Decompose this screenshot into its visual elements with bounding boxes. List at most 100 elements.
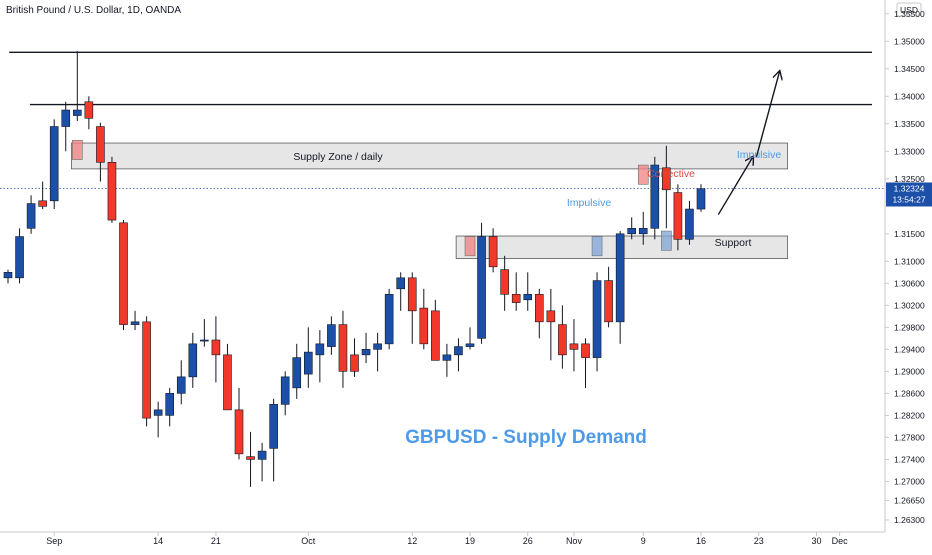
price-tick-label: 1.26650 [894, 496, 925, 506]
candle-body [38, 200, 47, 207]
symbol-title: British Pound / U.S. Dollar, 1D, OANDA [6, 5, 181, 16]
time-tick-label: 9 [641, 536, 646, 546]
bearish-highlight-box [637, 164, 649, 185]
bullish-candle [627, 217, 637, 240]
bullish-candle [153, 401, 163, 438]
price-tick-label: 1.29800 [894, 322, 925, 332]
time-tick-label: 19 [465, 536, 475, 546]
bullish-candle [327, 316, 336, 355]
time-tick-label: 26 [523, 536, 533, 546]
candle-body [604, 280, 613, 323]
bullish-candle [615, 231, 625, 344]
bullish-candle [3, 269, 13, 284]
bearish-candle [211, 316, 221, 383]
candle-body [534, 294, 544, 323]
price-tick-label: 1.35000 [894, 36, 925, 46]
bearish-candle [569, 319, 579, 372]
candle-body [627, 228, 637, 235]
candle-body [234, 409, 244, 455]
bearish-candle [558, 305, 567, 369]
bullish-candle [465, 327, 475, 350]
bullish-candle [638, 211, 648, 245]
bullish-candle [384, 288, 394, 350]
bullish-candle [650, 156, 660, 240]
bearish-candle [662, 145, 671, 229]
candle-body [130, 321, 140, 325]
candle-body [592, 280, 602, 358]
candle-body [523, 294, 533, 301]
bearish-candle [488, 228, 498, 273]
candle-body [246, 456, 255, 460]
projection-arrow [755, 72, 779, 157]
price-tick-label: 1.27000 [894, 476, 925, 486]
bullish-candle [373, 332, 382, 372]
overlays [72, 72, 779, 257]
candles [3, 51, 706, 487]
bearish-candle [84, 96, 94, 130]
bullish-candle [454, 338, 463, 372]
bearish-candle [419, 288, 429, 350]
price-tick-label: 1.31500 [894, 229, 925, 239]
candle-body [396, 277, 406, 290]
support-zone-label: Support [715, 237, 752, 249]
time-tick-label: Nov [566, 536, 583, 546]
candle-body [3, 272, 13, 279]
current-price-badge [886, 182, 932, 207]
candle-body [142, 321, 151, 419]
price-tick-label: 1.30600 [894, 278, 925, 288]
zones [71, 142, 789, 259]
bullish-candle [200, 319, 209, 347]
candle-body [431, 310, 440, 361]
candle-body [280, 376, 290, 405]
bullish-candle [592, 272, 602, 372]
candle-body [500, 269, 509, 295]
price-tick-label: 1.29400 [894, 344, 925, 354]
time-tick-label: 21 [211, 536, 221, 546]
bearish-candle [338, 310, 348, 388]
candle-body [119, 222, 128, 325]
candle-body [165, 393, 174, 416]
candle-body [558, 324, 567, 356]
price-tick-label: 1.34500 [894, 64, 925, 74]
time-tick-label: 16 [696, 536, 706, 546]
impulsive-label-right: Impulsive [737, 149, 782, 161]
bullish-candle [15, 228, 24, 284]
candle-body [650, 164, 660, 229]
bearish-candle [107, 156, 117, 223]
bearish-candle [96, 122, 105, 182]
bullish-candle [165, 387, 174, 427]
price-tick-label: 1.27800 [894, 432, 925, 442]
price-tick-label: 1.34000 [894, 91, 925, 101]
bullish-candle [361, 332, 371, 364]
bullish-candle [477, 222, 486, 344]
bearish-highlight-box [72, 139, 83, 160]
price-tick-label: 1.35500 [894, 9, 925, 19]
bearish-candle [534, 288, 544, 339]
bullish-candle [280, 371, 290, 416]
candle-body [211, 339, 221, 356]
candle-body [188, 343, 198, 378]
candle-body [662, 167, 671, 191]
candle-body [488, 236, 498, 268]
candle-body [292, 357, 302, 389]
candle-body [26, 203, 36, 229]
bullish-candle [523, 272, 533, 311]
price-axis[interactable]: 1.35500 1.35000 1.34500 1.34000 1.33500 1.330… [885, 9, 925, 525]
currency-box[interactable] [896, 2, 922, 17]
candle-body [581, 343, 590, 358]
time-axis[interactable]: Sep 14 21 Oct 12 19 26 Nov 9 16 23 30 Dec [46, 532, 848, 546]
price-tick-label: 1.28200 [894, 410, 925, 420]
candle-body [511, 294, 521, 303]
bullish-candle [130, 310, 140, 331]
candle-body [465, 343, 475, 347]
price-tick-label: 1.30200 [894, 300, 925, 310]
impulsive-label-left: Impulsive [567, 197, 612, 209]
time-tick-label: 12 [407, 536, 417, 546]
bearish-highlight-box [464, 236, 476, 257]
candle-body [569, 343, 579, 350]
candle-body [696, 188, 706, 210]
bearish-candle [246, 431, 255, 487]
candle-body [15, 236, 24, 279]
